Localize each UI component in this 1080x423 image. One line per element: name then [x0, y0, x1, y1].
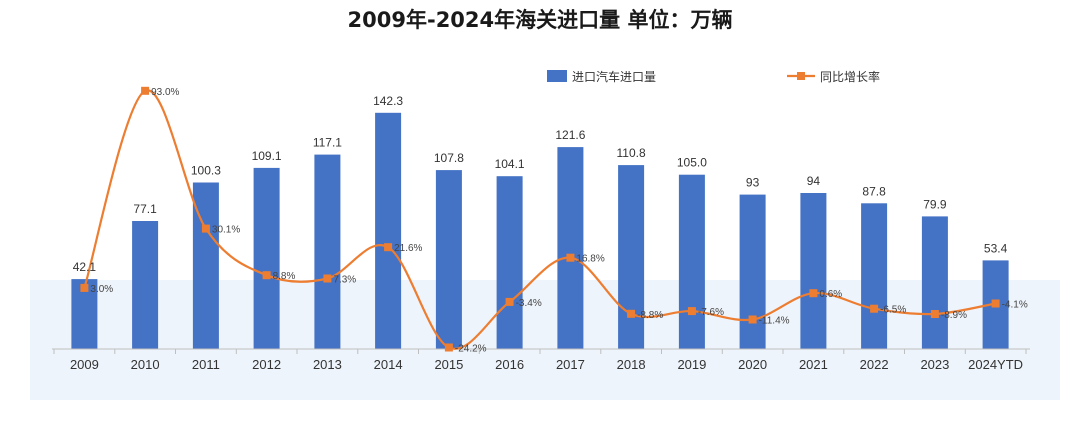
growth-marker-2022: [870, 304, 879, 313]
growth-rate-label: -11.4%: [759, 316, 790, 327]
bar-value-label: 104.1: [495, 157, 525, 171]
bar-value-label: 100.3: [191, 164, 221, 178]
growth-marker-2021: [809, 289, 818, 298]
growth-rate-label: -8.9%: [941, 310, 967, 321]
x-tick-label: 2009: [70, 357, 99, 372]
growth-marker-2011: [201, 224, 210, 233]
growth-marker-2024YTD: [991, 299, 1000, 308]
growth-marker-2013: [323, 274, 332, 283]
growth-rate-label: 93.0%: [151, 87, 179, 98]
bar-value-label: 94: [807, 174, 821, 188]
growth-marker-2023: [930, 310, 939, 318]
bar-2022: [861, 203, 888, 349]
legend: 进口汽车进口量 同比增长率: [547, 69, 880, 84]
bar-value-label: 117.1: [313, 136, 342, 150]
x-tick-label: 2018: [617, 357, 646, 372]
legend-bar-swatch: [547, 70, 567, 82]
bar-2016: [496, 176, 523, 349]
growth-rate-label: -24.2%: [455, 344, 487, 355]
growth-marker-2020: [748, 315, 757, 324]
growth-rate-label: 30.1%: [212, 225, 240, 236]
bar-value-label: 142.3: [373, 94, 403, 108]
bar-value-label: 109.1: [252, 149, 282, 163]
x-tick-label: 2020: [738, 357, 767, 372]
x-tick-label: 2022: [860, 357, 889, 372]
bar-value-label: 105.0: [677, 156, 707, 170]
growth-rate-label: 16.8%: [576, 254, 604, 265]
bar-2023: [921, 216, 948, 349]
x-tick-label: 2019: [677, 357, 706, 372]
bar-2021: [800, 193, 827, 349]
x-tick-label: 2021: [799, 357, 828, 372]
bar-2013: [314, 154, 341, 349]
growth-rate-label: 7.3%: [333, 275, 356, 286]
growth-rate-label: -4.1%: [1002, 300, 1028, 311]
x-tick-label: 2015: [434, 357, 463, 372]
growth-marker-2012: [262, 271, 271, 280]
growth-marker-2014: [384, 243, 393, 252]
x-tick-label: 2016: [495, 357, 524, 372]
x-tick-label: 2012: [252, 357, 281, 372]
growth-marker-2016: [505, 297, 514, 306]
bar-value-label: 107.8: [434, 151, 464, 165]
legend-line-marker: [797, 72, 805, 80]
x-tick-label: 2013: [313, 357, 342, 372]
growth-rate-label: 8.8%: [273, 271, 296, 282]
bar-2010: [132, 221, 159, 349]
bar-2017: [557, 147, 584, 349]
growth-marker-2015: [444, 343, 453, 352]
growth-rate-label: 21.6%: [394, 243, 422, 254]
bar-value-label: 79.9: [923, 197, 947, 211]
legend-line-label: 同比增长率: [820, 69, 880, 84]
bar-value-label: 42.1: [73, 260, 97, 274]
growth-rate-label: 0.6%: [819, 289, 842, 300]
x-tick-label: 2023: [920, 357, 949, 372]
x-tick-label: 2010: [131, 357, 160, 372]
bar-value-label: 53.4: [984, 241, 1008, 255]
x-tick-label: 2024YTD: [968, 357, 1023, 372]
growth-rate-label: -3.4%: [516, 298, 542, 309]
bar-value-label: 121.6: [555, 128, 585, 142]
growth-rate-label: -7.6%: [698, 307, 724, 318]
growth-marker-2010: [141, 86, 150, 95]
background-band: [30, 280, 1060, 400]
bar-value-label: 110.8: [617, 146, 646, 160]
bar-value-label: 87.8: [862, 184, 886, 198]
x-tick-label: 2011: [192, 357, 220, 372]
bar-2019: [678, 174, 705, 349]
growth-marker-2017: [566, 253, 575, 262]
bar-2014: [375, 112, 402, 349]
growth-marker-2009: [80, 283, 89, 292]
bar-value-label: 77.1: [133, 202, 157, 216]
x-tick-label: 2014: [374, 357, 403, 372]
x-tick-label: 2017: [556, 357, 585, 372]
growth-marker-2019: [687, 307, 696, 316]
bar-value-label: 93: [746, 176, 760, 190]
bar-2018: [618, 165, 645, 349]
bar-2012: [253, 167, 280, 349]
bar-2015: [435, 170, 462, 349]
growth-rate-label: -6.5%: [880, 305, 906, 316]
growth-marker-2018: [627, 309, 636, 318]
legend-bar-label: 进口汽车进口量: [572, 69, 656, 84]
chart-title: 2009年-2024年海关进口量 单位：万辆: [347, 8, 733, 32]
growth-rate-label: 3.0%: [90, 284, 113, 295]
growth-rate-label: -8.8%: [637, 310, 663, 321]
